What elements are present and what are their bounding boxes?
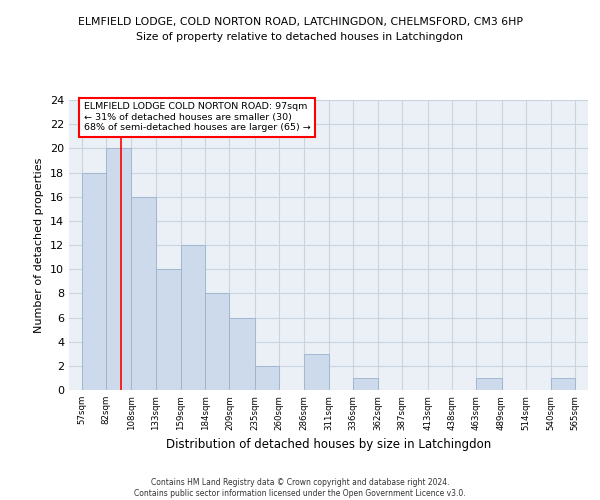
Bar: [353, 378, 378, 390]
Bar: [181, 245, 205, 390]
Bar: [205, 294, 229, 390]
Y-axis label: Number of detached properties: Number of detached properties: [34, 158, 44, 332]
Text: ELMFIELD LODGE COLD NORTON ROAD: 97sqm
← 31% of detached houses are smaller (30): ELMFIELD LODGE COLD NORTON ROAD: 97sqm ←…: [83, 102, 310, 132]
Bar: [106, 148, 131, 390]
Text: ELMFIELD LODGE, COLD NORTON ROAD, LATCHINGDON, CHELMSFORD, CM3 6HP: ELMFIELD LODGE, COLD NORTON ROAD, LATCHI…: [77, 18, 523, 28]
X-axis label: Distribution of detached houses by size in Latchingdon: Distribution of detached houses by size …: [166, 438, 491, 451]
Bar: [551, 378, 575, 390]
Bar: [476, 378, 502, 390]
Text: Size of property relative to detached houses in Latchingdon: Size of property relative to detached ho…: [137, 32, 464, 42]
Bar: [155, 269, 181, 390]
Bar: [304, 354, 329, 390]
Bar: [229, 318, 254, 390]
Bar: [254, 366, 279, 390]
Bar: [82, 172, 106, 390]
Text: Contains HM Land Registry data © Crown copyright and database right 2024.
Contai: Contains HM Land Registry data © Crown c…: [134, 478, 466, 498]
Bar: [131, 196, 155, 390]
